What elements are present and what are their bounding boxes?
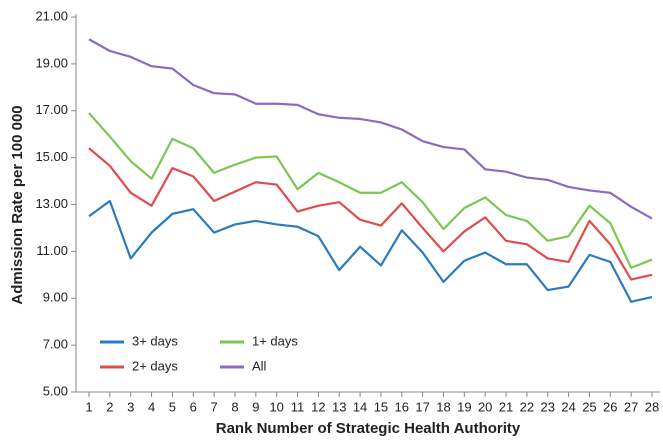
x-tick-label: 4 xyxy=(148,399,155,414)
x-tick-label: 15 xyxy=(374,399,388,414)
x-tick-label: 28 xyxy=(645,399,659,414)
y-tick-label: 13.00 xyxy=(35,196,68,211)
y-tick-label: 11.00 xyxy=(36,243,68,258)
y-tick-label: 5.00 xyxy=(43,383,68,398)
legend-label: 3+ days xyxy=(132,333,178,348)
x-tick-label: 11 xyxy=(291,399,305,414)
x-tick-label: 27 xyxy=(624,399,638,414)
x-tick-label: 8 xyxy=(231,399,238,414)
x-tick-label: 20 xyxy=(478,399,492,414)
x-tick-label: 25 xyxy=(582,399,596,414)
x-tick-label: 19 xyxy=(457,399,471,414)
x-tick-label: 7 xyxy=(210,399,217,414)
y-tick-label: 19.00 xyxy=(35,55,68,70)
y-tick-label: 9.00 xyxy=(43,290,68,305)
series-line xyxy=(88,112,653,269)
x-tick-label: 18 xyxy=(436,399,450,414)
y-axis-title: Admission Rate per 100 000 xyxy=(9,105,26,304)
y-tick-label: 7.00 xyxy=(43,337,68,352)
x-tick-label: 2 xyxy=(106,399,113,414)
x-tick-label: 13 xyxy=(332,399,346,414)
x-tick-label: 14 xyxy=(353,399,367,414)
x-axis-title: Rank Number of Strategic Health Authorit… xyxy=(216,420,521,437)
y-tick-label: 21.00 xyxy=(35,8,68,23)
x-tick-label: 1 xyxy=(85,399,92,414)
x-tick-label: 10 xyxy=(269,399,283,414)
series-line xyxy=(88,199,653,303)
x-tick-label: 26 xyxy=(603,399,617,414)
x-tick-label: 21 xyxy=(499,399,513,414)
x-tick-label: 17 xyxy=(415,399,429,414)
y-tick-label: 15.00 xyxy=(35,149,68,164)
x-tick-label: 6 xyxy=(190,399,197,414)
legend-label: All xyxy=(252,358,267,373)
x-tick-label: 24 xyxy=(561,399,575,414)
series-line xyxy=(88,147,653,281)
x-tick-label: 22 xyxy=(520,399,534,414)
x-tick-label: 12 xyxy=(311,399,325,414)
x-tick-label: 5 xyxy=(169,399,176,414)
series-line xyxy=(88,38,653,220)
y-tick-label: 17.00 xyxy=(35,102,68,117)
legend-label: 2+ days xyxy=(132,358,178,373)
x-tick-label: 23 xyxy=(541,399,555,414)
x-tick-label: 16 xyxy=(395,399,409,414)
x-tick-label: 3 xyxy=(127,399,134,414)
x-tick-label: 9 xyxy=(252,399,259,414)
legend-label: 1+ days xyxy=(252,333,298,348)
